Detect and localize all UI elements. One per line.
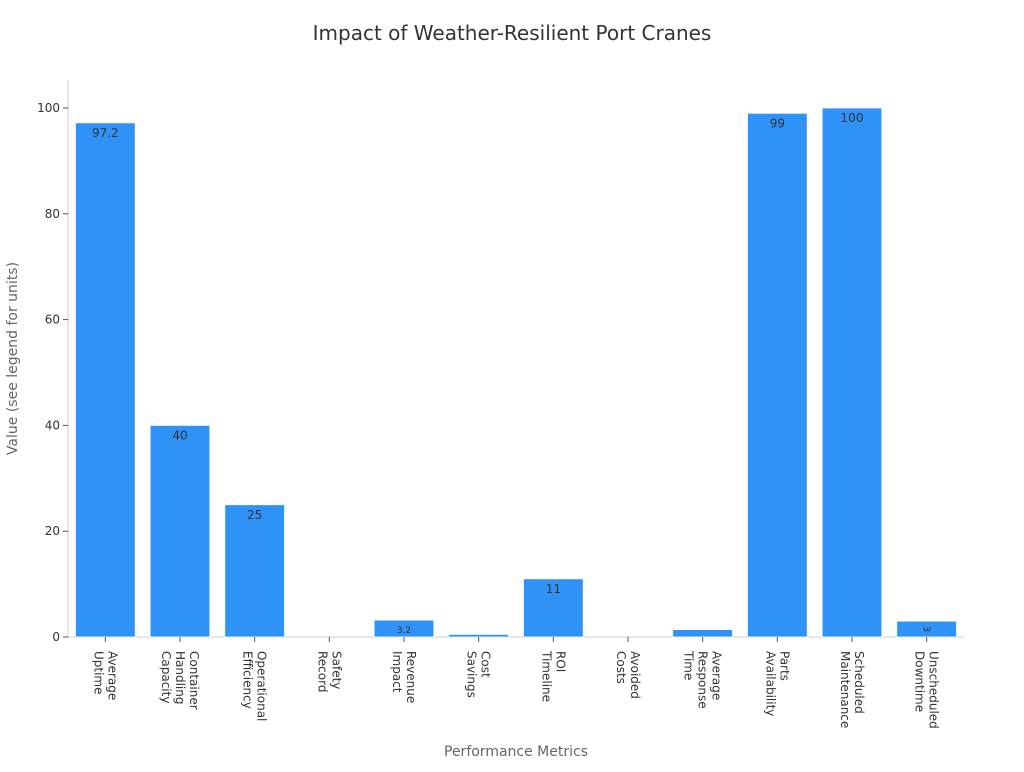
y-axis-label: Value (see legend for units) <box>5 262 21 455</box>
bar <box>224 504 285 638</box>
data-label: 25 <box>247 508 262 522</box>
data-label: 3.2 <box>397 626 411 636</box>
x-tick-label-line: Efficiency <box>241 651 255 709</box>
y-tick-label: 20 <box>45 524 60 538</box>
bar <box>523 578 584 638</box>
y-tick-label: 100 <box>37 101 60 115</box>
data-label: 100 <box>841 111 864 125</box>
x-tick-label-line: Safety <box>329 651 343 689</box>
y-tick-label: 80 <box>45 207 60 221</box>
x-tick-label-line: Capacity <box>159 651 173 703</box>
x-tick-label-line: Average <box>710 651 724 700</box>
x-tick-label-line: Response <box>696 651 710 709</box>
bar <box>149 424 211 638</box>
x-tick-label-line: Timeline <box>539 650 553 702</box>
x-tick-label-line: Time <box>682 650 696 680</box>
y-tick-label: 0 <box>52 630 60 644</box>
y-tick-label: 60 <box>45 313 60 327</box>
x-tick-label-line: Scheduled <box>852 651 866 714</box>
bar <box>672 629 733 638</box>
x-tick-label-line: Savings <box>465 651 479 698</box>
x-tick-label-line: Average <box>105 651 119 700</box>
data-label: 99 <box>770 116 785 130</box>
x-tick-label-line: Record <box>315 651 329 692</box>
x-tick-label-line: Container <box>187 651 201 710</box>
x-tick-label-line: Handling <box>173 651 187 705</box>
x-tick-label-line: Parts <box>777 651 791 681</box>
x-tick-label-line: Maintenance <box>838 651 852 728</box>
x-tick-label-line: Avoided <box>628 651 642 699</box>
x-tick-label-line: ROI <box>553 651 567 672</box>
bar <box>747 112 808 638</box>
plot-area: 02040608010097.2AverageUptime40Container… <box>37 80 964 729</box>
bar <box>75 122 136 638</box>
x-tick-label-line: Unscheduled <box>927 651 941 729</box>
bar <box>821 107 883 638</box>
x-axis-label: Performance Metrics <box>444 744 588 760</box>
x-tick-label-line: Cost <box>479 651 493 678</box>
x-tick-label-line: Availability <box>763 651 777 716</box>
x-tick-label-line: Revenue <box>404 651 418 703</box>
x-tick-label-line: Uptime <box>91 651 105 695</box>
data-label: 97.2 <box>92 126 119 140</box>
data-label: 40 <box>172 428 187 442</box>
x-tick-label-line: Operational <box>255 651 269 721</box>
x-tick-label-line: Costs <box>614 651 628 684</box>
x-tick-label-line: Downtime <box>913 651 927 712</box>
x-tick-label-line: Impact <box>390 651 404 693</box>
data-label: 3 <box>921 626 932 632</box>
chart-title: Impact of Weather-Resilient Port Cranes <box>313 21 712 45</box>
data-label: 11 <box>546 582 561 596</box>
bar <box>448 633 509 638</box>
y-tick-label: 40 <box>45 418 60 432</box>
